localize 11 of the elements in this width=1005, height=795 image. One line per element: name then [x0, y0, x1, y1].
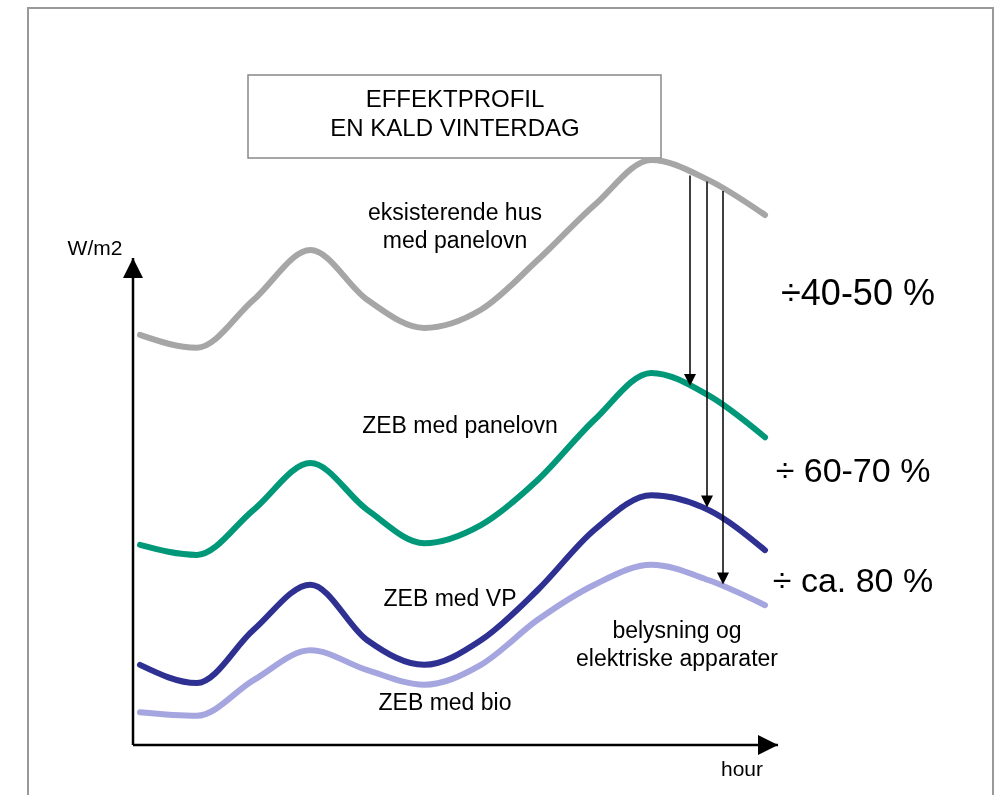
series-label: ZEB med bio [378, 689, 512, 715]
series-label: ZEB med panelovn [362, 412, 558, 438]
x-axis-title: hour [720, 757, 764, 780]
series-label: ZEB med VP [383, 585, 517, 611]
y-axis-title: W/m2 [67, 236, 123, 259]
annotation: ÷ ca. 80 % [772, 561, 934, 599]
chart-title: EFFEKTPROFIL EN KALD VINTERDAG [330, 85, 580, 141]
text: ÷40-50 % [781, 272, 935, 313]
annotation: ÷ 60-70 % [775, 451, 931, 489]
annotation: belysning og elektriske apparater [576, 617, 779, 671]
series-label: eksisterende hus med panelovn [368, 199, 542, 253]
